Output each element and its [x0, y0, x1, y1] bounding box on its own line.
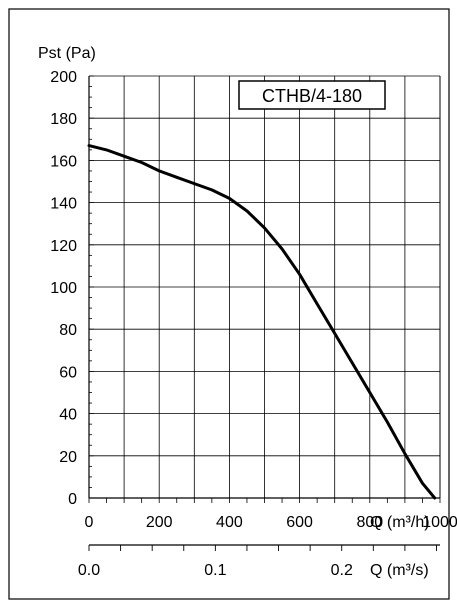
x-tick-label: 600	[286, 514, 313, 531]
x-tick-label: 200	[146, 514, 173, 531]
x-tick-label: 1000	[422, 514, 457, 531]
secondary-x-axis: 0.0 0.1 0.2	[78, 544, 440, 579]
x2-tick-label: 0.0	[78, 562, 100, 579]
axes: 0 20 40 60 80 100 120 140 160 180 200 0 200 400 600 800…	[50, 69, 457, 531]
y-tick-label: 60	[59, 364, 77, 381]
y-axis-title: Pst (Pa)	[38, 45, 96, 62]
x-axis-title: Q (m³/h)	[370, 514, 430, 531]
x-tick-label: 800	[356, 514, 383, 531]
y-tick-label: 40	[59, 407, 77, 424]
x2-axis-title: Q (m³/s)	[370, 562, 429, 579]
y-tick-label: 80	[59, 322, 77, 339]
x2-tick-label: 0.2	[331, 562, 353, 579]
y-tick-label: 0	[68, 491, 77, 508]
y-tick-label: 140	[50, 196, 77, 213]
legend-label: CTHB/4-180	[262, 86, 362, 106]
outer-border	[8, 8, 450, 600]
y-tick-label: 200	[50, 69, 77, 86]
series-line	[87, 144, 437, 500]
x2-tick-label: 0.1	[204, 562, 226, 579]
series-group	[87, 144, 437, 500]
y-tick-label: 120	[50, 238, 77, 255]
y-tick-label: 100	[50, 280, 77, 297]
y-tick-label: 180	[50, 111, 77, 128]
y-tick-label: 160	[50, 153, 77, 170]
x-tick-label: 400	[216, 514, 243, 531]
x-tick-label: 0	[85, 514, 94, 531]
legend-box	[238, 80, 386, 110]
grid	[89, 75, 441, 498]
y-tick-label: 20	[59, 449, 77, 466]
